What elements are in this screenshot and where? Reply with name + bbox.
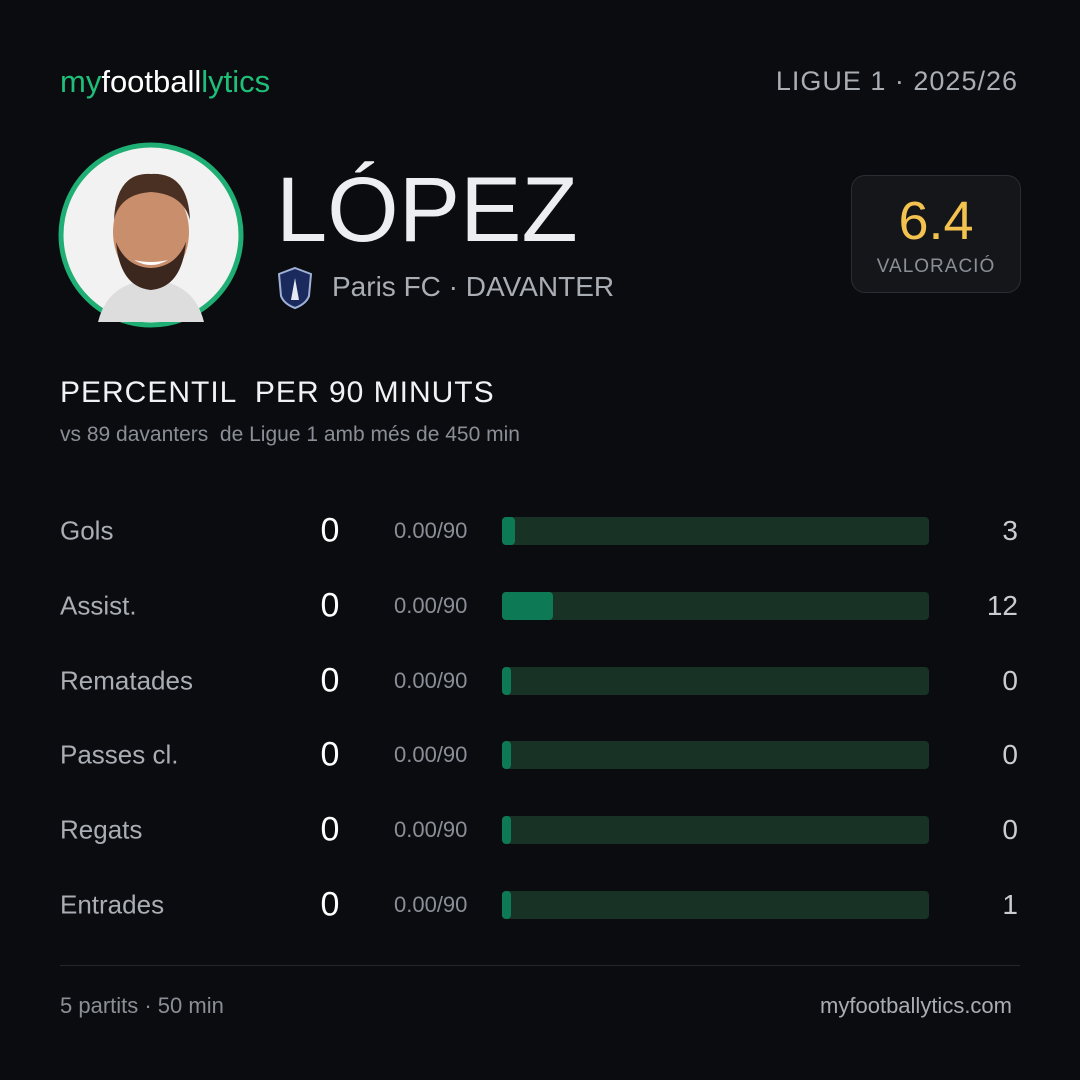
stat-value: 0	[320, 885, 340, 924]
league: LIGUE 1 · 2025/26	[775, 66, 1018, 96]
stat-per90: 0.00/90	[394, 592, 468, 618]
stat-value: 0	[320, 586, 340, 625]
bar-stub	[502, 666, 511, 695]
bar-track	[502, 816, 929, 845]
stat-value: 0	[320, 735, 340, 774]
percentile-value: 0	[1002, 814, 1018, 846]
brand-part: my	[60, 64, 102, 99]
bar-stub	[502, 741, 511, 770]
rating-box: 6.4 VALORACIÓ	[851, 175, 1021, 293]
divider	[60, 965, 1020, 966]
stat-per90: 0.00/90	[394, 667, 468, 693]
stat-per90: 0.00/90	[394, 518, 468, 543]
footer-summary: 5 partits · 50 min	[60, 993, 224, 1018]
percentile-value: 0	[1002, 664, 1018, 696]
bar-stub	[502, 891, 511, 919]
stat-label: Gols	[60, 515, 114, 546]
stat-label: Rematades	[60, 665, 193, 696]
bar-track	[502, 891, 929, 919]
stat-label: Assist.	[60, 590, 137, 621]
club-badge	[277, 266, 313, 310]
percentile-value: 3	[1002, 515, 1018, 546]
bar-track	[502, 591, 929, 620]
stat-label: Passes cl.	[60, 739, 179, 770]
stat-value: 0	[320, 661, 340, 700]
stat-value: 0	[320, 810, 340, 849]
rating-label: VALORACIÓ	[876, 256, 996, 277]
section-subtitle: vs 89 davanters de Ligue 1 amb més de 45…	[60, 423, 520, 446]
team-position: Paris FC · DAVANTER	[332, 271, 615, 302]
brand: myfootballlytics	[60, 64, 270, 100]
percentile-value: 12	[986, 589, 1018, 621]
footer-site: myfootballytics.com	[820, 993, 1012, 1018]
percentile-bar	[502, 517, 515, 545]
stat-per90: 0.00/90	[394, 817, 468, 843]
percentile-bar	[502, 891, 507, 919]
bar-stub	[502, 816, 511, 845]
stat-per90: 0.00/90	[394, 892, 468, 917]
brand-part: lytics	[201, 64, 271, 99]
bar-track	[502, 517, 929, 545]
percentile-value: 0	[1002, 739, 1018, 771]
stat-value: 0	[320, 511, 340, 550]
brand-part: football	[101, 64, 202, 99]
percentile-value: 1	[1002, 889, 1018, 920]
player-photo	[58, 142, 244, 328]
bar-track	[502, 666, 929, 695]
stat-label: Entrades	[60, 889, 165, 920]
stat-label: Regats	[60, 814, 143, 845]
player-name: LÓPEZ	[276, 159, 578, 261]
stat-per90: 0.00/90	[394, 742, 468, 768]
percentile-bar	[502, 591, 554, 620]
bar-track	[502, 741, 929, 770]
rating-value: 6.4	[898, 191, 974, 251]
section-title: PERCENTIL PER 90 MINUTS	[60, 376, 495, 409]
